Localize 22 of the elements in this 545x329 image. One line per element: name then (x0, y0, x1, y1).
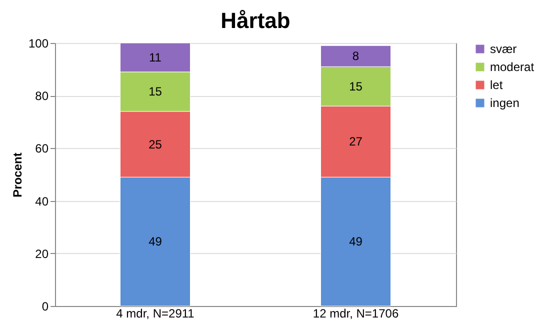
data-label: 49 (349, 234, 363, 249)
y-axis-title: Procent (10, 152, 24, 198)
x-tick-label: 12 mdr, N=1706 (312, 306, 399, 320)
legend-label: svær (490, 42, 517, 56)
data-label: 15 (148, 84, 162, 99)
legend-label: ingen (490, 96, 520, 110)
y-tick-label: 20 (35, 246, 49, 261)
legend-label: moderat (490, 60, 535, 74)
y-tick-label: 100 (28, 36, 49, 50)
data-label: 8 (352, 49, 360, 64)
data-label: 25 (148, 137, 162, 152)
data-label: 49 (148, 234, 162, 249)
y-tick-label: 0 (42, 300, 49, 314)
y-tick-label: 60 (35, 142, 49, 156)
data-label: 15 (349, 79, 363, 94)
data-label: 11 (149, 50, 162, 64)
data-label: 27 (349, 134, 363, 149)
chart-title: Hårtab (220, 8, 290, 33)
y-tick-label: 40 (35, 194, 49, 208)
y-tick-label: 80 (35, 89, 49, 104)
x-tick-label: 4 mdr, N=2911 (116, 306, 195, 320)
legend-label: let (490, 78, 504, 92)
